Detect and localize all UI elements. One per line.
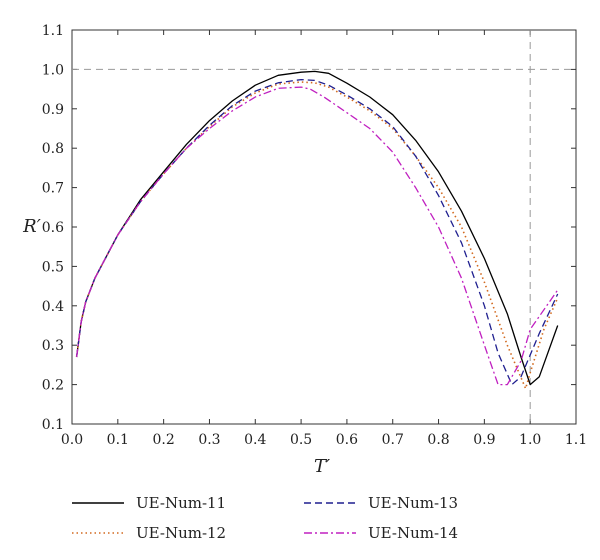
y-tick-label: 1.1	[42, 23, 64, 39]
series-lines	[75, 70, 559, 390]
legend-label: UE-Num-12	[136, 524, 227, 542]
y-tick-label: 1.0	[42, 62, 64, 78]
legend-label: UE-Num-13	[368, 494, 459, 512]
x-tick-label: 0.3	[198, 432, 220, 448]
legend-swatch	[72, 502, 124, 504]
x-tick-label: 1.1	[565, 432, 587, 448]
legend-swatch	[304, 532, 356, 534]
x-tick-label: 0.9	[473, 432, 495, 448]
y-tick-label: 0.3	[42, 338, 64, 354]
legend-swatch	[304, 502, 356, 504]
x-tick-label: 0.6	[336, 432, 358, 448]
legend-label: UE-Num-14	[368, 524, 459, 542]
x-tick-label: 0.7	[382, 432, 404, 448]
series-line-1	[75, 81, 559, 390]
line-chart: 0.0 0.1 0.2 0.3 0.4 0.5 0.6 0.7 0.8 0.9 1.0 1.10.10…	[22, 23, 587, 477]
series-line-0	[75, 70, 559, 386]
plot-frame	[71, 29, 577, 425]
y-tick-label: 0.4	[42, 299, 64, 315]
x-tick-label: 0.8	[427, 432, 449, 448]
x-tick-label: 0.0	[61, 432, 83, 448]
x-tick-label: 0.2	[153, 432, 175, 448]
series-line-3	[75, 86, 559, 386]
x-tick-label: 0.5	[290, 432, 312, 448]
y-tick-label: 0.2	[42, 378, 64, 394]
x-tick-label: 1.0	[519, 432, 541, 448]
plot-axes: 0.0 0.1 0.2 0.3 0.4 0.5 0.6 0.7 0.8 0.9 1.0 1.10.10…	[42, 23, 587, 448]
y-axis-label: R′	[22, 216, 41, 237]
reference-lines	[72, 30, 576, 424]
legend-item-series-0: UE-Num-11	[72, 494, 226, 512]
y-tick-label: 0.9	[42, 102, 64, 118]
chart-legend: UE-Num-11 UE-Num-12 UE-Num-13 UE-Num-14	[72, 488, 572, 554]
y-tick-label: 0.5	[42, 259, 64, 275]
legend-item-series-3: UE-Num-14	[304, 524, 458, 542]
y-tick-label: 0.7	[42, 181, 64, 197]
x-tick-label: 0.4	[244, 432, 266, 448]
legend-item-series-2: UE-Num-13	[304, 494, 458, 512]
y-tick-label: 0.6	[42, 220, 64, 236]
legend-swatch	[72, 532, 124, 534]
legend-item-series-1: UE-Num-12	[72, 524, 226, 542]
series-line-2	[75, 78, 559, 386]
y-tick-label: 0.1	[42, 417, 64, 433]
y-tick-label: 0.8	[42, 141, 64, 157]
x-tick-label: 0.1	[107, 432, 129, 448]
x-axis-label: T′	[314, 456, 330, 477]
legend-label: UE-Num-11	[136, 494, 227, 512]
